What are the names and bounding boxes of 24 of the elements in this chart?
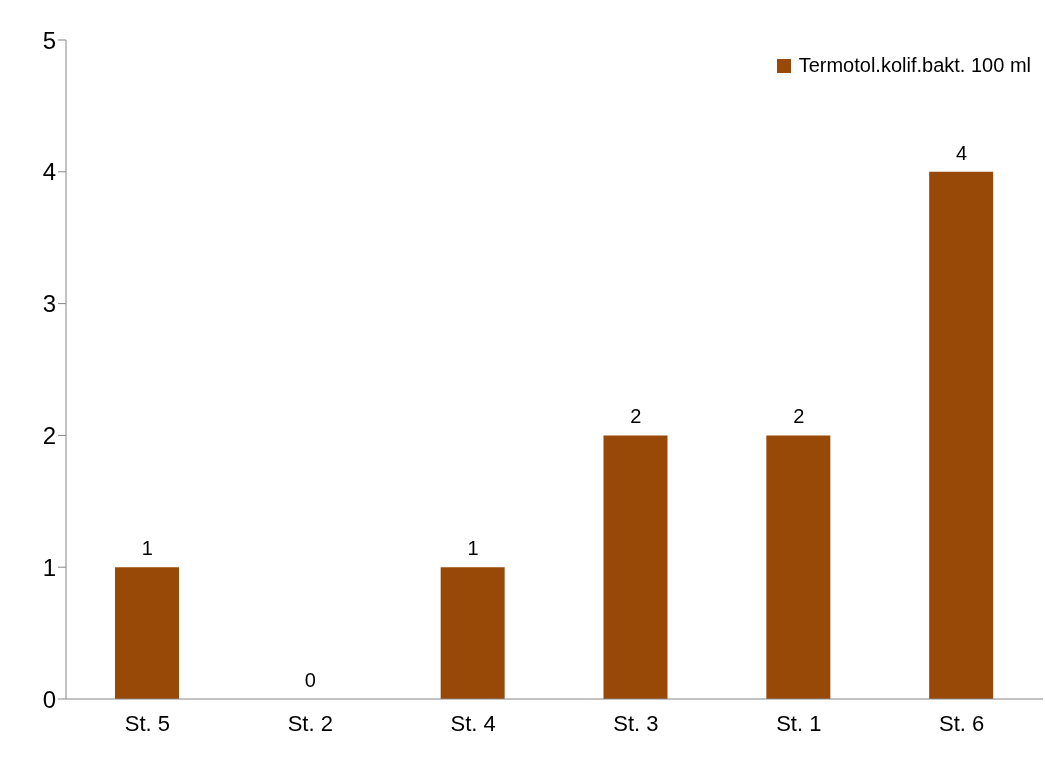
- bar: [929, 171, 994, 699]
- bar: [115, 567, 179, 699]
- data-label: 4: [956, 141, 968, 164]
- data-label: 0: [304, 669, 316, 691]
- bar: [440, 567, 505, 699]
- bar: [766, 435, 831, 699]
- y-tick-label: 0: [42, 685, 56, 713]
- data-label: 2: [793, 405, 805, 428]
- data-label: 1: [467, 537, 479, 560]
- y-tick-label: 1: [42, 553, 56, 581]
- x-tick-label: St. 5: [124, 710, 171, 736]
- x-tick-label: St. 4: [450, 710, 496, 736]
- legend-label: Termotol.kolif.bakt. 100 ml: [798, 54, 1031, 77]
- y-tick-label: 5: [42, 26, 56, 54]
- y-tick-label: 4: [42, 158, 56, 186]
- y-tick-label: 3: [42, 290, 56, 318]
- data-label: 2: [630, 405, 642, 428]
- x-tick-label: St. 3: [613, 710, 659, 736]
- y-tick-label: 2: [42, 421, 56, 449]
- x-tick-label: St. 6: [938, 710, 985, 736]
- data-label: 1: [141, 537, 153, 560]
- x-tick-label: St. 1: [776, 710, 822, 736]
- x-tick-label: St. 2: [287, 710, 333, 736]
- bar: [603, 435, 668, 699]
